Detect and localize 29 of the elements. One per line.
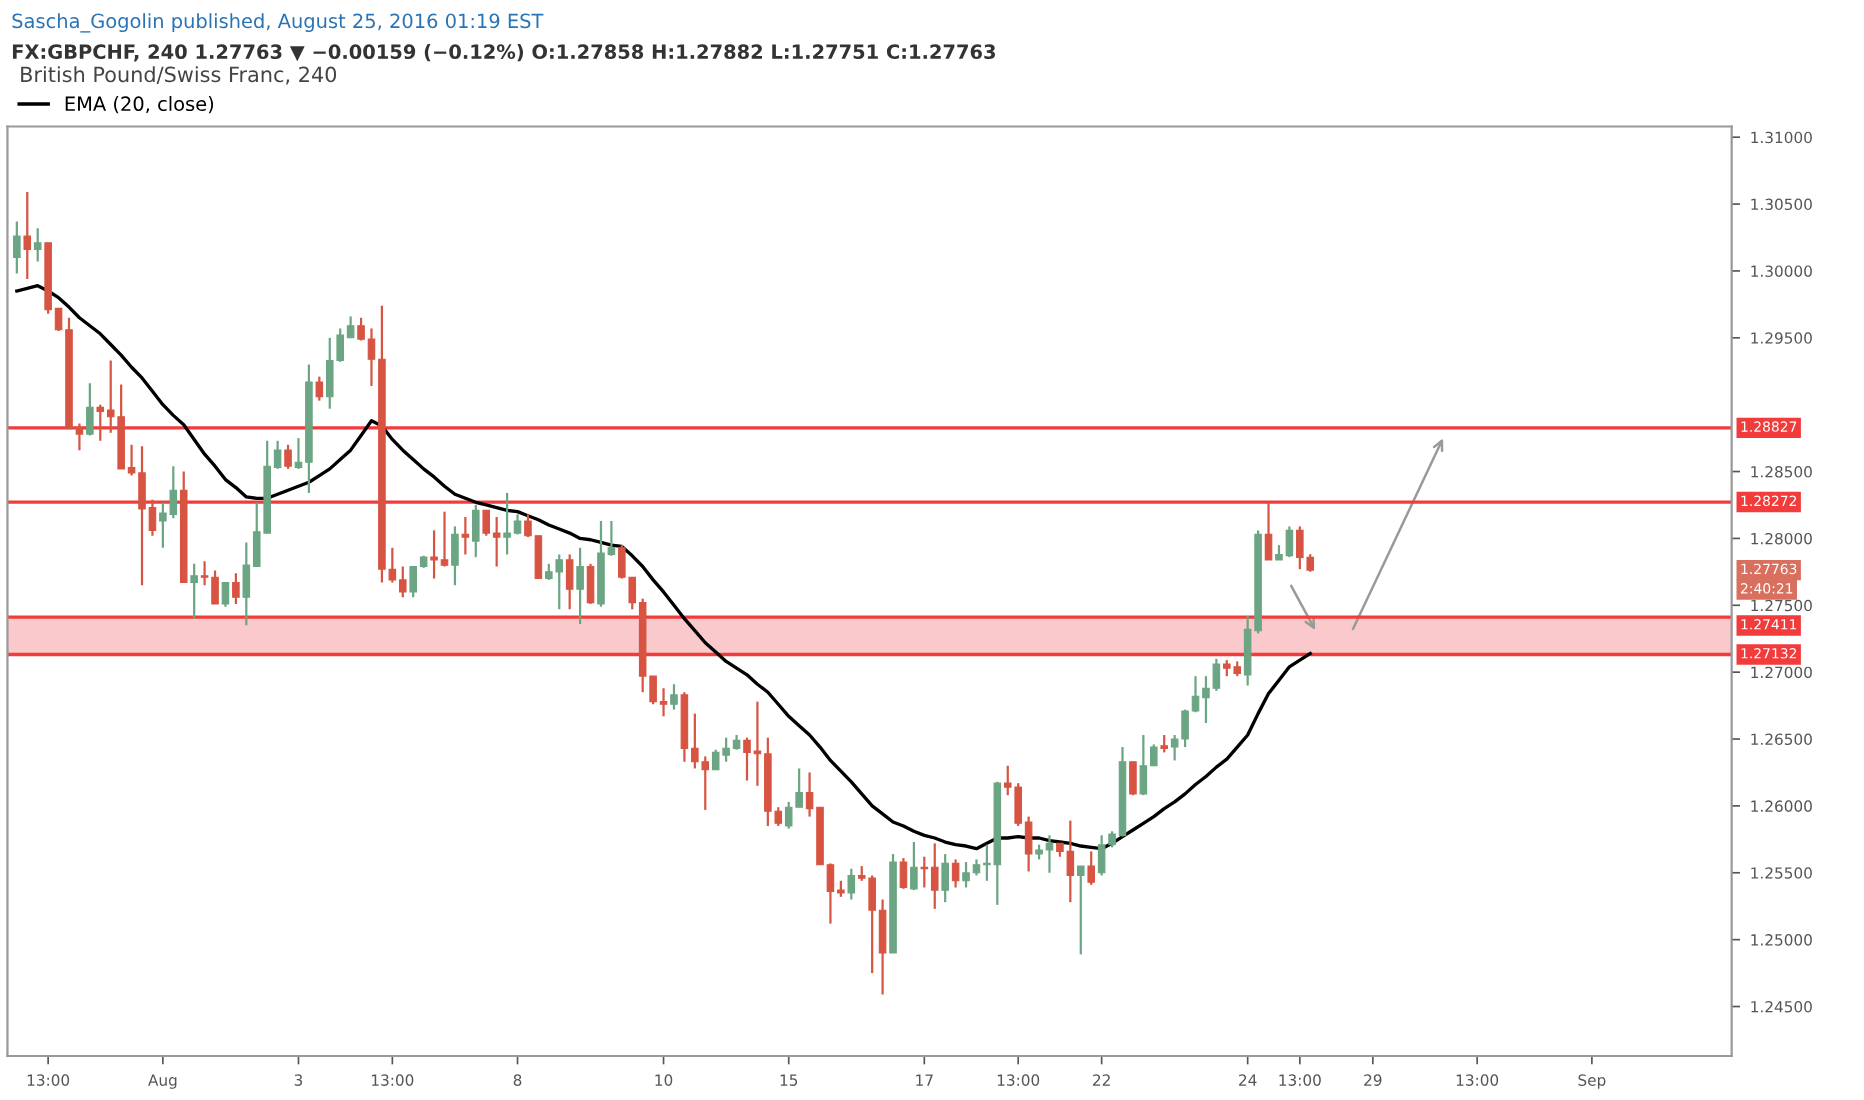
candlestick [941, 852, 949, 904]
candlestick [1264, 501, 1273, 561]
candlestick [23, 190, 32, 281]
candlestick [910, 840, 918, 892]
legend-title: British Pound/Swiss Franc, 240 [21, 66, 337, 85]
candlestick [1087, 850, 1095, 886]
candlestick [1076, 864, 1085, 956]
legend-label: EMA (20, close) [65, 96, 214, 114]
candlestick [221, 581, 230, 608]
candlestick [565, 553, 574, 611]
candlestick [670, 683, 678, 711]
candlestick [586, 562, 595, 606]
chart-title: Sascha_Gogolin published, August 25, 2016 01:19 EST [12, 13, 544, 33]
candlestick [284, 443, 292, 470]
candlestick [451, 525, 459, 587]
chart-subtitle: FX:GBPCHF, 240 1.27763 ▼ −0.00159 (−0.12%) O:1.27858 H:1.27882 L:1.27751 C:1.27763 [12, 44, 996, 62]
candlestick [1129, 760, 1137, 797]
candlestick [847, 867, 856, 901]
candlestick [576, 546, 584, 626]
candlestick [33, 227, 42, 263]
candlestick [461, 515, 470, 556]
candlestick [951, 858, 960, 889]
candlestick [315, 375, 324, 402]
candlestick [13, 220, 21, 275]
candlestick [899, 856, 908, 890]
candlestick [472, 503, 480, 559]
candlestick [190, 562, 198, 620]
candlestick [86, 382, 94, 437]
candlestick [232, 572, 240, 606]
